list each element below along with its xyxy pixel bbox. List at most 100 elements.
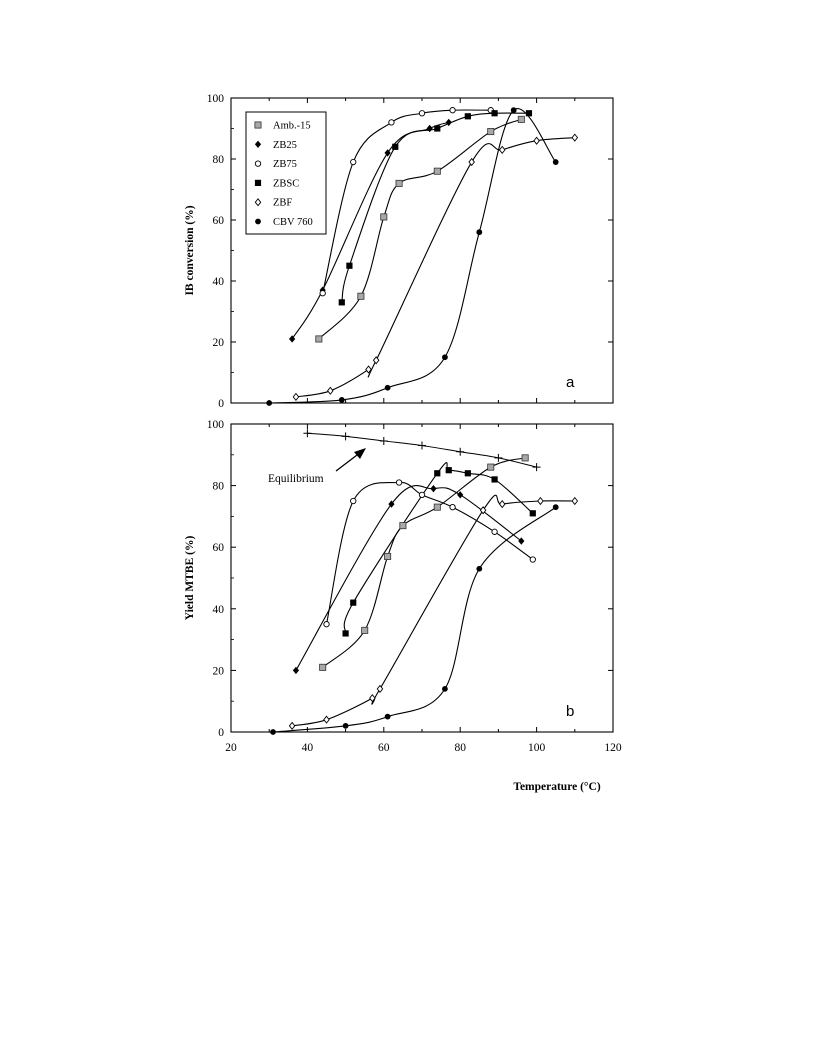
panel-b-point-zbf <box>537 496 544 506</box>
panel-b-ylabel: Yield MTBE (%) <box>184 536 196 621</box>
panel-a-point-cbv-760 <box>476 229 483 236</box>
panel-a-point-zbf <box>571 133 579 142</box>
panel-a-point-zbf <box>468 157 475 167</box>
panel-a-label: a <box>566 374 575 391</box>
panel-a-point-zb75 <box>350 158 357 166</box>
panel-b-point-cbv-760 <box>476 565 483 572</box>
panel-b-point-zb25 <box>518 537 525 545</box>
panel-a-point-zb75 <box>319 290 326 297</box>
panel-b-point-amb-15 <box>487 463 495 471</box>
legend-marker-cbv-760 <box>255 218 261 225</box>
legend <box>245 111 327 235</box>
panel-a-point-cbv-760 <box>552 159 559 165</box>
panel-a-point-zb75 <box>388 119 395 126</box>
panel-b-point-amb-15 <box>521 454 529 462</box>
panel-a-point-cbv-760 <box>442 354 448 361</box>
legend-label-zbsc: ZBSC <box>273 178 299 189</box>
panel-a-point-amb-15 <box>357 292 365 300</box>
panel-a-point-amb-15 <box>315 335 323 343</box>
panel-b-point-zbf <box>369 693 376 703</box>
panel-b-point-zbf <box>376 684 384 694</box>
panel-a-point-cbv-760 <box>266 400 273 406</box>
panel-a-point-zbsc <box>464 113 471 120</box>
panel-a-point-zb25 <box>426 124 433 133</box>
equilibrium-point <box>341 432 350 441</box>
panel-b-point-zb25 <box>388 500 395 508</box>
panel-a-point-amb-15 <box>433 167 441 175</box>
panel-b-point-zbsc <box>491 476 498 483</box>
panel-a-point-amb-15 <box>380 213 388 221</box>
panel-b-ytick-label: 80 <box>213 481 225 493</box>
panel-a-ytick-label: 60 <box>213 215 225 227</box>
panel-a-point-zb75 <box>418 110 426 117</box>
legend-marker-zb25 <box>254 140 262 148</box>
legend-marker-zbf <box>254 198 262 207</box>
equilibrium-point <box>303 429 312 438</box>
panel-a-point-zbf <box>292 392 300 402</box>
panel-a-point-zbsc <box>434 125 441 132</box>
panel-b-point-zbsc <box>434 470 441 477</box>
legend-marker-amb-15 <box>254 121 262 129</box>
legend-label-zbf: ZBF <box>273 198 292 209</box>
panel-a-point-amb-15 <box>395 179 403 187</box>
panel-b-point-zb75 <box>529 556 536 563</box>
panel-b-point-zb75 <box>395 479 403 486</box>
panel-a-ytick-label: 40 <box>213 276 225 288</box>
panel-b-point-amb-15 <box>433 503 441 511</box>
equilibrium-point <box>456 447 465 456</box>
panel-b-point-zb75 <box>418 491 426 498</box>
equilibrium-point <box>494 453 503 462</box>
panel-a-ytick-label: 0 <box>218 398 224 410</box>
panel-a-point-amb-15 <box>517 115 525 123</box>
panel-a-point-cbv-760 <box>384 384 391 391</box>
panel-b-point-cbv-760 <box>342 722 349 729</box>
panel-b-point-zbsc <box>342 630 349 637</box>
panel-b-curve-zbf <box>292 494 575 727</box>
panel-b-xlabel: Temperature (°C) <box>513 781 600 793</box>
panel-a-curve-amb-15 <box>318 118 522 340</box>
panel-a-point-zbsc <box>338 299 345 306</box>
legend-marker-zb75 <box>254 160 262 167</box>
panel-b-xtick-label: 20 <box>225 742 237 754</box>
legend-label-zb75: ZB75 <box>273 159 297 170</box>
panel-b-point-zbf <box>323 715 330 724</box>
panel-b-point-zbsc <box>350 599 357 606</box>
panel-a-point-zbf <box>372 356 380 365</box>
panel-b-xtick-label: 40 <box>302 742 314 754</box>
panel-b-point-zb75 <box>491 528 498 535</box>
panel-b-point-zb25 <box>430 484 437 493</box>
panel-b-ytick-label: 100 <box>207 419 225 431</box>
panel-b-point-zbf <box>479 506 487 515</box>
panel-b-point-amb-15 <box>361 626 369 634</box>
panel-b-xtick-label: 80 <box>454 742 466 754</box>
panel-a-ytick-label: 80 <box>213 154 225 166</box>
panel-b-point-zbf <box>571 496 579 506</box>
panel-a-point-zbsc <box>346 262 353 269</box>
panel-b-point-zbf <box>288 721 296 730</box>
panel-b-point-cbv-760 <box>384 713 391 720</box>
equilibrium-arrow-head <box>354 448 366 459</box>
panel-a-ytick-label: 20 <box>213 337 225 349</box>
panel-b-curve-cbv-760 <box>272 506 557 733</box>
panel-a-point-zbf <box>498 145 506 154</box>
panel-b-xtick-label: 120 <box>604 742 622 754</box>
panel-a-point-cbv-760 <box>510 107 517 114</box>
panel-b-point-amb-15 <box>399 522 407 530</box>
panel-b-point-zbsc <box>529 510 536 517</box>
legend-label-amb-15: Amb.-15 <box>273 121 311 132</box>
panel-b-xtick-label: 60 <box>378 742 390 754</box>
panel-a-point-amb-15 <box>487 128 495 136</box>
panel-b-point-amb-15 <box>384 552 392 560</box>
legend-label-zb25: ZB25 <box>273 140 297 151</box>
panel-a-point-zbsc <box>491 110 498 117</box>
panel-a-point-zbf <box>327 386 334 395</box>
panel-b-point-zb75 <box>449 504 456 511</box>
equilibrium-point <box>532 463 541 472</box>
panel-b-point-cbv-760 <box>270 729 276 735</box>
legend-label-cbv-760: CBV 760 <box>273 217 313 228</box>
panel-b-xtick-label: 100 <box>528 742 546 754</box>
panel-b-point-zb25 <box>457 491 464 499</box>
equilibrium-point <box>379 436 388 445</box>
